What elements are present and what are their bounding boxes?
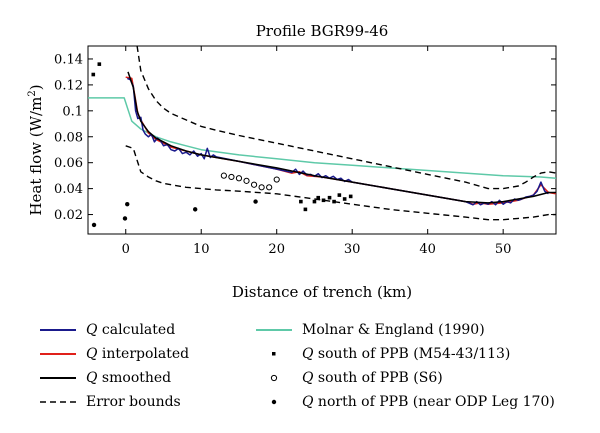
data-point-square [303, 207, 308, 212]
data-point-dot [192, 207, 198, 212]
legend-label: smoothed [97, 370, 172, 386]
x-tick-label: 20 [268, 242, 285, 257]
y-tick-label: 0.1 [62, 104, 83, 119]
data-point-square [312, 199, 317, 204]
legend-q-symbol: Q [86, 322, 98, 338]
legend-circle-marker-icon [256, 368, 292, 388]
legend-item-q-calculated: Q calculated [40, 318, 175, 342]
legend-q-symbol: Q [302, 346, 314, 362]
data-point-circle [243, 177, 250, 184]
legend-square-marker-icon [256, 344, 292, 364]
data-point-circle [273, 176, 280, 183]
y-axis-title-close: ) [27, 84, 45, 90]
legend-item-error-bounds: Error bounds [40, 390, 181, 414]
plot-area: 0 10 20 30 40 50 0.02 0.04 0.06 0.08 0.1 0.12 0.14 [54, 45, 557, 257]
y-axis-title-exp: 2 [27, 90, 38, 96]
data-point-circle [250, 181, 258, 188]
series-line-error-bounds [136, 46, 556, 190]
legend-q-symbol: Q [302, 394, 314, 410]
plot-frame [87, 45, 557, 235]
legend-line-molnar-icon [256, 320, 292, 340]
legend-label: interpolated [97, 346, 190, 362]
x-tick-label: 10 [193, 242, 210, 257]
data-point-square [97, 62, 102, 66]
x-tick-label: 30 [344, 242, 361, 257]
data-point-circle [235, 175, 243, 182]
legend-item-q-south-m54: Q south of PPB (M54-43/113) [256, 342, 510, 366]
legend-label: south of PPB (M54-43/113) [313, 346, 511, 362]
legend-label: north of PPB (near ODP Leg 170) [313, 394, 555, 410]
legend-label: Molnar & England (1990) [302, 322, 485, 338]
x-tick-label: 40 [419, 242, 436, 257]
y-axis-title-main: Heat flow (W/m [27, 97, 45, 216]
data-point-square [332, 199, 336, 204]
data-point-dot [253, 199, 258, 204]
data-point-square [299, 199, 303, 204]
legend-item-q-south-s6: Q south of PPB (S6) [256, 366, 443, 390]
legend-label: south of PPB (S6) [313, 370, 443, 386]
legend: Q calculated Q interpolated Q smoothed E… [0, 318, 600, 428]
legend-dashed-line-icon [40, 392, 76, 412]
data-point-dot [125, 201, 130, 207]
legend-item-q-interpolated: Q interpolated [40, 342, 189, 366]
data-point-square [342, 197, 347, 201]
data-point-circle [228, 173, 235, 181]
y-tick-label: 0.02 [54, 208, 83, 223]
legend-q-symbol: Q [302, 370, 314, 386]
y-tick-label: 0.14 [54, 52, 83, 67]
data-point-square [316, 195, 321, 200]
series-line-q-interpolated [125, 76, 556, 205]
data-point-square [91, 72, 96, 77]
y-tick-label: 0.12 [54, 78, 83, 93]
y-tick-label: 0.06 [54, 156, 83, 171]
legend-label: Error bounds [86, 394, 181, 410]
data-point-square [321, 198, 326, 203]
legend-item-q-smoothed: Q smoothed [40, 366, 171, 390]
legend-item-q-north-odp: Q north of PPB (near ODP Leg 170) [256, 390, 555, 414]
legend-line-smoothed-icon [40, 368, 76, 388]
series-line-q-calculated [127, 77, 549, 206]
legend-q-symbol: Q [86, 346, 98, 362]
series-line-error-bounds-lower- [125, 145, 556, 221]
data-point-circle [266, 184, 273, 191]
y-axis-title: Heat flow (W/m2) [27, 84, 45, 215]
chart-title: Profile BGR99-46 [256, 22, 389, 40]
data-point-dot [91, 222, 97, 228]
data-point-circle [220, 172, 227, 179]
legend-q-symbol: Q [86, 370, 98, 386]
legend-line-calculated-icon [40, 320, 76, 340]
series-line-q-smoothed [127, 71, 556, 204]
legend-line-interpolated-icon [40, 344, 76, 364]
chart-svg: Profile BGR99-46 0 10 20 30 40 50 0.02 0.04 0.06… [27, 22, 557, 301]
x-tick-label: 0 [122, 242, 130, 257]
series-line-molnar-england-1990- [88, 97, 556, 179]
x-axis-title: Distance of trench (km) [232, 283, 412, 301]
y-tick-label: 0.04 [54, 182, 83, 197]
legend-label: calculated [97, 322, 176, 338]
data-point-circle [258, 184, 265, 191]
data-point-square [327, 195, 332, 200]
data-point-square [348, 194, 353, 199]
x-tick-label: 50 [495, 242, 512, 257]
y-tick-label: 0.08 [54, 130, 83, 145]
data-point-square [337, 193, 342, 197]
legend-item-molnar-england: Molnar & England (1990) [256, 318, 485, 342]
legend-dot-marker-icon [256, 392, 292, 412]
data-point-dot [122, 216, 128, 221]
